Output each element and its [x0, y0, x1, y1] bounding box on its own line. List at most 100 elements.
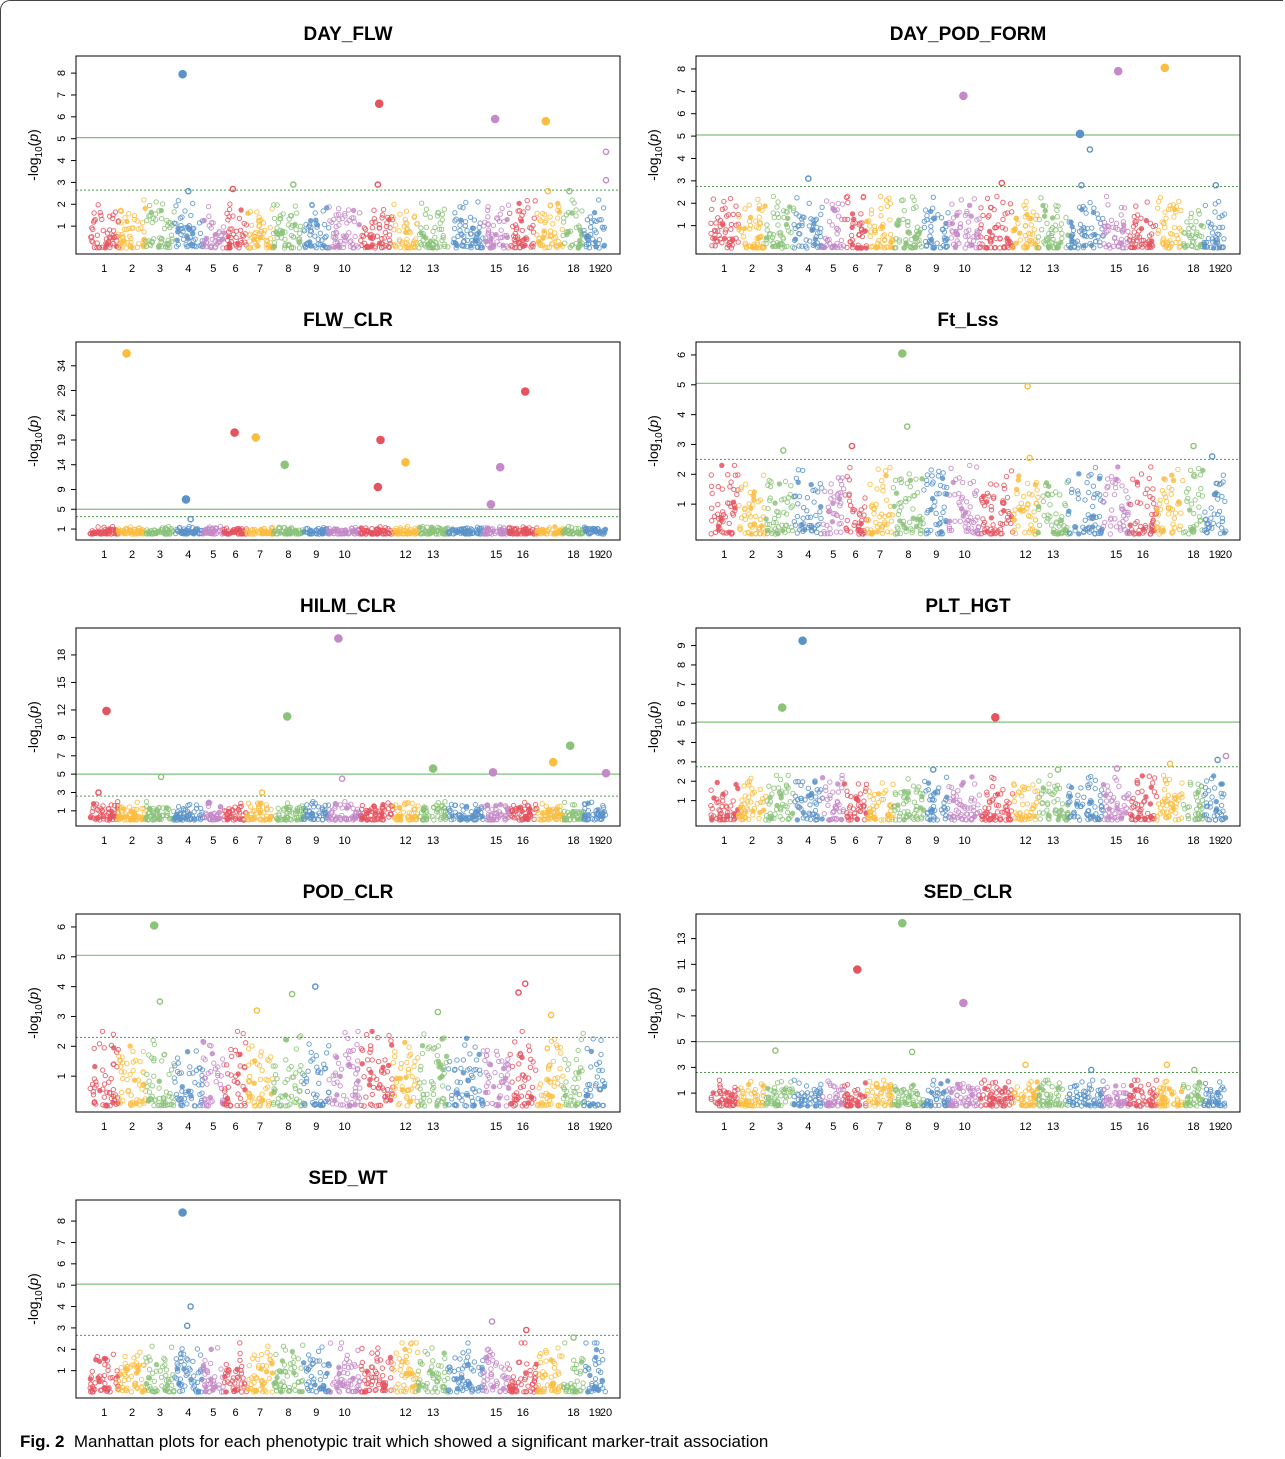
snp-point	[1090, 513, 1097, 519]
x-tick-label: 9	[313, 549, 319, 561]
snp-point	[1182, 529, 1188, 535]
snp-point	[964, 210, 970, 217]
snp-point	[1162, 209, 1168, 215]
snp-point	[901, 207, 907, 214]
snp-point	[384, 220, 390, 226]
snp-point	[1082, 497, 1088, 503]
snp-point	[91, 244, 98, 251]
snp-point	[1036, 522, 1043, 529]
snp-point	[252, 808, 258, 814]
snp-point	[1087, 199, 1093, 206]
snp-point	[1006, 238, 1012, 244]
snp-point	[709, 243, 715, 249]
snp-point	[369, 225, 376, 231]
snp-point	[91, 210, 97, 216]
snp-point	[1191, 239, 1197, 245]
snp-point	[1172, 525, 1178, 531]
snp-point	[108, 802, 115, 808]
snp-point	[292, 528, 299, 535]
snp-point	[472, 817, 478, 823]
snp-point	[141, 197, 147, 203]
snp-point	[97, 209, 103, 216]
snp-point	[900, 521, 906, 528]
snp-point	[522, 236, 528, 242]
snp-point	[1133, 203, 1139, 209]
snp-point	[524, 197, 530, 204]
snp-point	[770, 193, 777, 200]
snp-point	[1045, 516, 1051, 522]
snp-point	[292, 531, 299, 537]
snp-point	[315, 804, 322, 810]
snp-point	[1035, 530, 1041, 536]
snp-point	[719, 240, 725, 246]
snp-point	[493, 806, 499, 812]
snp-point	[935, 522, 941, 528]
snp-point	[279, 230, 285, 237]
snp-point	[1181, 242, 1187, 249]
snp-point	[388, 214, 395, 220]
snp-point	[537, 529, 543, 535]
snp-point	[763, 516, 769, 522]
snp-point	[597, 816, 603, 822]
snp-point	[789, 503, 796, 509]
snp-point	[1028, 222, 1034, 228]
y-tick-label: 4	[56, 157, 68, 163]
snp-point	[1023, 222, 1029, 229]
snp-point	[1092, 231, 1098, 238]
significant-snp-point	[548, 757, 558, 767]
snp-point	[589, 529, 595, 536]
snp-point	[424, 809, 430, 815]
snp-point	[921, 224, 928, 231]
snp-point	[439, 217, 445, 223]
snp-point	[941, 504, 947, 510]
snp-point	[860, 194, 866, 201]
snp-point	[421, 233, 427, 240]
snp-point	[460, 239, 467, 245]
snp-point	[849, 224, 855, 231]
snp-point	[991, 245, 998, 251]
snp-point	[884, 244, 890, 250]
snp-point	[1079, 206, 1085, 213]
snp-point	[134, 799, 141, 806]
snp-point	[928, 223, 934, 230]
snp-point	[471, 217, 478, 223]
snp-point	[1144, 199, 1150, 205]
snp-point	[807, 802, 813, 808]
snp-point	[256, 805, 262, 812]
snp-point	[794, 530, 801, 536]
snp-point	[472, 811, 479, 817]
x-tick-label: 3	[157, 263, 163, 275]
snp-point	[233, 243, 240, 249]
snp-point	[398, 813, 404, 819]
snp-point	[963, 499, 970, 505]
snp-point	[864, 526, 870, 532]
x-tick-label: 6	[852, 549, 858, 561]
snp-point	[1177, 523, 1183, 529]
snp-point	[1038, 195, 1044, 201]
snp-point	[756, 202, 763, 208]
snp-point	[274, 202, 280, 208]
y-tick-label: 2	[56, 201, 68, 207]
snp-point	[805, 514, 811, 521]
snp-point	[1143, 217, 1149, 224]
snp-point	[910, 506, 916, 512]
snp-point	[765, 505, 771, 512]
snp-point	[1202, 509, 1208, 515]
significant-snp-point	[428, 764, 438, 773]
x-tick-label: 19	[589, 549, 601, 561]
manhattan-panel-ft-lss: Ft_Lss -log10(p) 1 2 3 4 5 6 1 2 3 4 5 6 7 8 9 10 12 13 15 16…	[640, 306, 1282, 596]
snp-point	[856, 523, 862, 529]
snp-point	[838, 816, 845, 823]
snp-point	[782, 523, 789, 529]
snp-point	[123, 811, 129, 817]
snp-point	[440, 232, 446, 239]
snp-point	[101, 813, 107, 820]
snp-point	[777, 230, 784, 236]
x-tick-label: 19	[589, 835, 601, 847]
snp-point	[779, 497, 785, 503]
snp-point	[551, 235, 557, 242]
snp-point	[817, 509, 823, 515]
snp-point	[851, 522, 857, 529]
snp-point	[556, 204, 562, 210]
y-tick-label: 5	[56, 506, 68, 512]
